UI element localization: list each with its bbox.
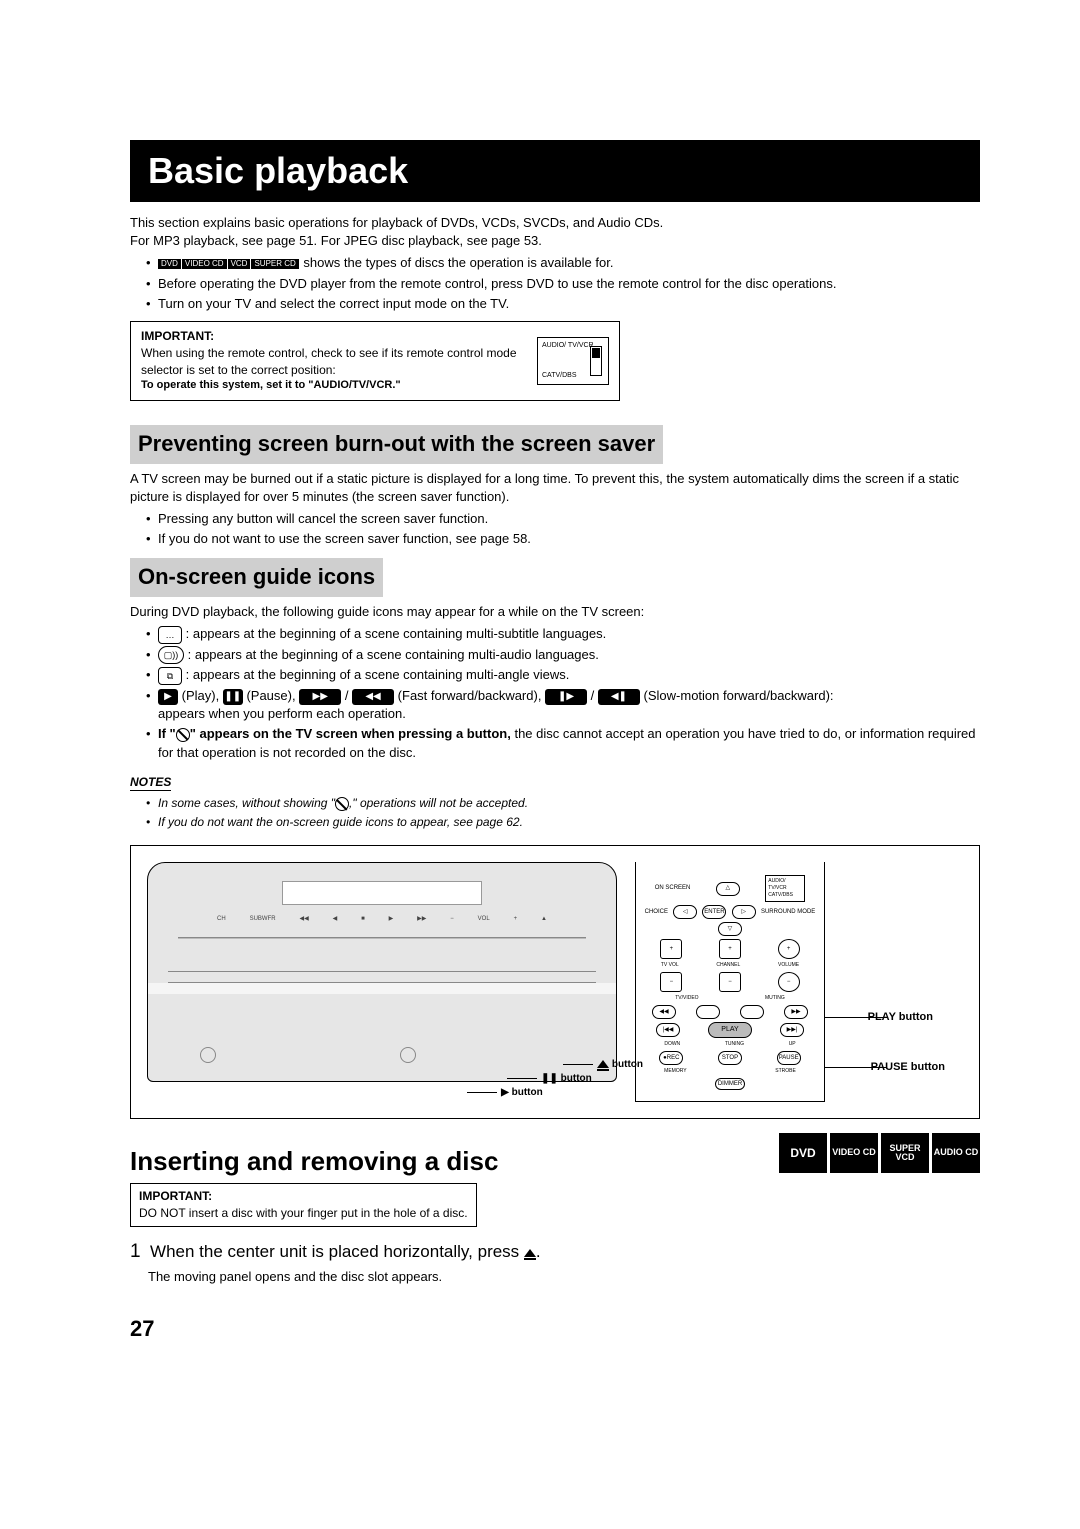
angle-icon: ⧉ xyxy=(158,667,182,685)
disc-badge: VIDEO CD xyxy=(182,259,227,269)
lead-pause: PAUSE button xyxy=(871,1060,945,1075)
screensaver-para: A TV screen may be burned out if a stati… xyxy=(130,470,980,506)
step-1: 1 When the center unit is placed horizon… xyxy=(130,1239,980,1266)
disc-tile: SUPER VCD xyxy=(881,1133,929,1173)
intro-line-1: This section explains basic operations f… xyxy=(130,214,980,232)
section-heading-guide-icons: On-screen guide icons xyxy=(130,558,383,597)
screensaver-bullet-2: If you do not want to use the screen sav… xyxy=(146,530,980,548)
note-2: If you do not want the on-screen guide i… xyxy=(146,814,980,831)
callout-play: ▶ button xyxy=(467,1086,643,1100)
prohibit-icon xyxy=(176,728,190,742)
remote-pause-button: PAUSE xyxy=(777,1051,801,1065)
important-label: IMPORTANT: xyxy=(141,328,527,345)
screensaver-bullet-1: Pressing any button will cancel the scre… xyxy=(146,510,980,528)
audio-icon: ▢)) xyxy=(158,646,184,664)
device-diagram: CHSUBWFR◀◀◀■▶▶▶−VOL+▲ button ❚❚ button ▶… xyxy=(130,845,980,1119)
player-illustration: CHSUBWFR◀◀◀■▶▶▶−VOL+▲ xyxy=(147,862,617,1082)
notes-heading: NOTES xyxy=(130,774,171,792)
disc-tile: VIDEO CD xyxy=(830,1133,878,1173)
section-heading-screensaver: Preventing screen burn-out with the scre… xyxy=(130,425,663,464)
guide-lead: During DVD playback, the following guide… xyxy=(130,603,980,621)
callout-pause: ❚❚ button xyxy=(507,1072,643,1086)
guide-bullet-audio: ▢)) : appears at the beginning of a scen… xyxy=(146,646,980,665)
disc-tile: DVD xyxy=(779,1133,827,1173)
rw-chip-icon: ◀◀ xyxy=(352,689,394,705)
callout-eject: button xyxy=(563,1058,643,1072)
intro-bullet-remote: Before operating the DVD player from the… xyxy=(146,275,980,293)
step-1-sub: The moving panel opens and the disc slot… xyxy=(148,1268,980,1286)
play-chip-icon: ▶ xyxy=(158,689,178,705)
section-heading-insert-disc: Inserting and removing a disc xyxy=(130,1143,498,1179)
important-text: When using the remote control, check to … xyxy=(141,345,527,379)
page-title: Basic playback xyxy=(130,140,980,202)
important-thin-box: IMPORTANT: DO NOT insert a disc with you… xyxy=(130,1183,477,1227)
important-bold: To operate this system, set it to "AUDIO… xyxy=(141,378,527,393)
guide-bullet-subtitle: … : appears at the beginning of a scene … xyxy=(146,625,980,644)
note-1: In some cases, without showing "," opera… xyxy=(146,795,980,812)
guide-bullet-prohibit: If "" appears on the TV screen when pres… xyxy=(146,725,980,761)
mode-switch-diagram: AUDIO/ TV/VCR CATV/DBS xyxy=(537,337,609,385)
page-number: 27 xyxy=(130,1314,980,1345)
disc-badge: VCD xyxy=(228,259,251,269)
important-box: IMPORTANT: When using the remote control… xyxy=(130,321,620,401)
intro-bullet-discs: DVDVIDEO CDVCDSUPER CD shows the types o… xyxy=(146,254,980,272)
intro-line-2: For MP3 playback, see page 51. For JPEG … xyxy=(130,232,980,250)
eject-icon xyxy=(597,1060,609,1068)
eject-icon xyxy=(524,1249,536,1257)
intro-bullet-tv: Turn on your TV and select the correct i… xyxy=(146,295,980,313)
disc-type-tiles: DVD VIDEO CD SUPER VCD AUDIO CD xyxy=(779,1133,980,1173)
guide-bullet-playback-ops: ▶ (Play), ❚❚ (Pause), ▶▶ / ◀◀ (Fast forw… xyxy=(146,687,980,723)
slowr-chip-icon: ◀❚ xyxy=(598,689,640,705)
pause-chip-icon: ❚❚ xyxy=(223,689,243,705)
lead-play: PLAY button xyxy=(868,1010,933,1025)
remote-play-button: PLAY xyxy=(708,1022,752,1038)
slowf-chip-icon: ❚▶ xyxy=(545,689,587,705)
disc-tile: AUDIO CD xyxy=(932,1133,980,1173)
guide-bullet-angle: ⧉ : appears at the beginning of a scene … xyxy=(146,666,980,685)
prohibit-icon xyxy=(335,797,349,811)
disc-badge: DVD xyxy=(158,259,181,269)
disc-badge: SUPER CD xyxy=(251,259,298,269)
remote-illustration: ON SCREEN △ AUDIO/ TV/VCR CATV/DBS CHOIC… xyxy=(635,862,825,1102)
subtitle-icon: … xyxy=(158,626,182,644)
ff-chip-icon: ▶▶ xyxy=(299,689,341,705)
